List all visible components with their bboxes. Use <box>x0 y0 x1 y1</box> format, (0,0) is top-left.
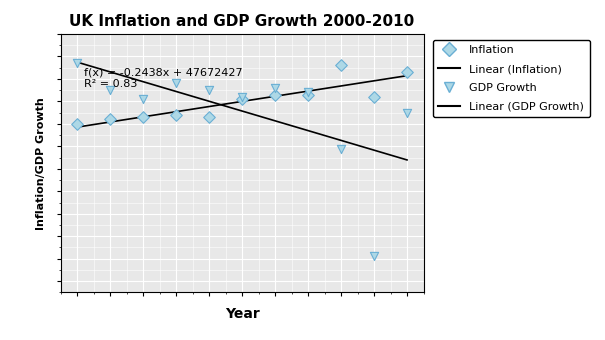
Point <box>105 117 115 122</box>
Legend: Inflation, Linear (Inflation), GDP Growth, Linear (GDP Growth): Inflation, Linear (Inflation), GDP Growt… <box>433 39 590 117</box>
Point <box>171 81 181 86</box>
Point <box>336 146 346 151</box>
Point <box>204 87 214 93</box>
Point <box>138 115 148 120</box>
Point <box>72 121 82 126</box>
Point <box>402 69 412 75</box>
X-axis label: Year: Year <box>224 307 260 321</box>
Text: f(x) = -0.2438x + 47672427
R² = 0.83: f(x) = -0.2438x + 47672427 R² = 0.83 <box>83 68 242 89</box>
Point <box>171 112 181 118</box>
Point <box>369 94 379 100</box>
Point <box>270 85 280 91</box>
Point <box>237 97 247 102</box>
Title: UK Inflation and GDP Growth 2000-2010: UK Inflation and GDP Growth 2000-2010 <box>70 14 414 29</box>
Point <box>303 90 313 95</box>
Point <box>72 61 82 66</box>
Point <box>402 110 412 115</box>
Point <box>237 94 247 100</box>
Point <box>270 92 280 97</box>
Point <box>369 254 379 259</box>
Point <box>303 92 313 97</box>
Point <box>138 97 148 102</box>
Point <box>204 115 214 120</box>
Point <box>105 87 115 93</box>
Y-axis label: Inflation/GDP Growth: Inflation/GDP Growth <box>36 97 46 230</box>
Point <box>336 63 346 68</box>
